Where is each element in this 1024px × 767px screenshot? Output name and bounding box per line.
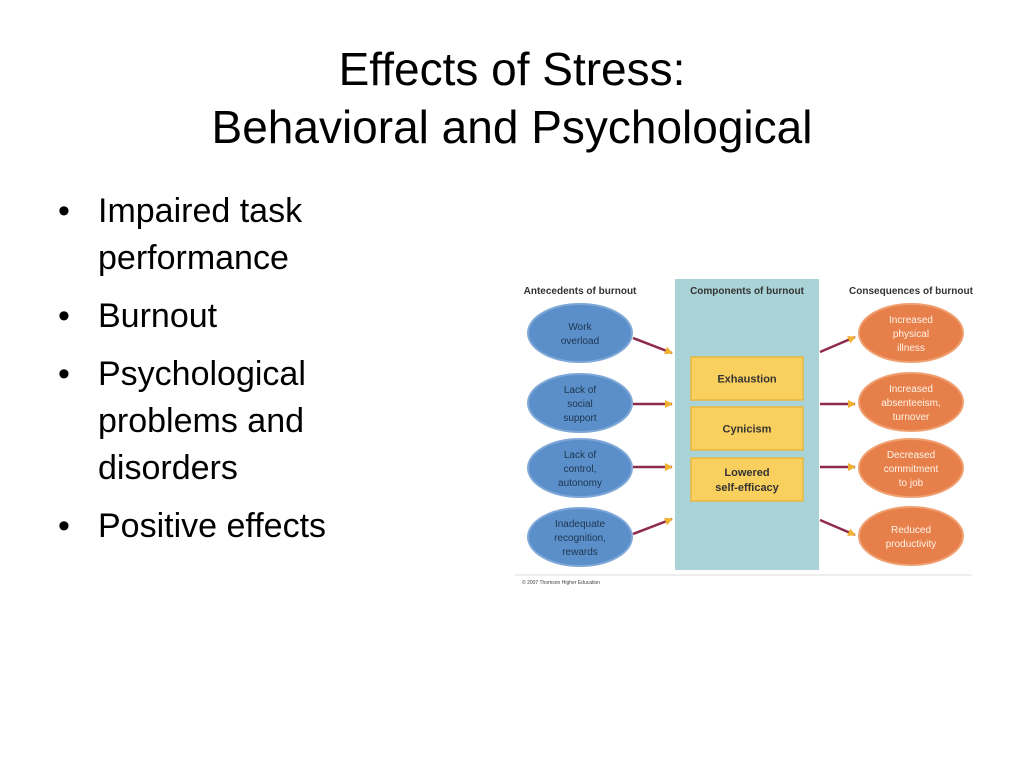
- component-label: Lowered self-efficacy: [715, 467, 779, 494]
- text-line: to job: [899, 478, 924, 489]
- text-line: autonomy: [558, 478, 602, 489]
- header-consequences: Consequences of burnout: [849, 286, 974, 297]
- arrow: [632, 336, 673, 355]
- antecedent-label: Lack of control, autonomy: [558, 450, 602, 489]
- consequence-oval: [858, 438, 964, 498]
- consequence-oval: [858, 372, 964, 432]
- text-line: overload: [561, 336, 599, 347]
- component-box: [690, 406, 804, 451]
- bullet-text: Positive effects: [98, 507, 327, 545]
- consequence-label: Increased physical illness: [889, 315, 933, 354]
- bullet-item: • Positive effects: [58, 503, 388, 550]
- antecedent-label: Inadequate recognition, rewards: [554, 519, 606, 558]
- text-line: Exhaustion: [717, 374, 777, 386]
- text-line: self-efficacy: [715, 482, 779, 494]
- text-line: recognition,: [554, 533, 606, 544]
- text-line: Lack of: [564, 385, 596, 396]
- title-line-2: Behavioral and Psychological: [211, 101, 813, 153]
- antecedent-oval: [527, 373, 633, 433]
- bullet-item: • Burnout: [58, 293, 388, 340]
- component-label: Cynicism: [723, 424, 772, 436]
- slide-title: Effects of Stress: Behavioral and Psycho…: [0, 40, 1024, 156]
- text-line: physical: [893, 329, 929, 340]
- bullet-item: • Psychological problems and disorders: [58, 351, 388, 492]
- text-line: Decreased: [887, 450, 935, 461]
- text-line: control,: [564, 464, 597, 475]
- consequence-label: Decreased commitment to job: [884, 450, 939, 489]
- text-line: Lowered: [724, 467, 769, 479]
- text-line: rewards: [562, 547, 598, 558]
- consequence-label: Increased absenteeism, turnover: [881, 384, 940, 423]
- text-line: Inadequate: [555, 519, 605, 530]
- bullet-icon: •: [58, 355, 70, 393]
- title-line-1: Effects of Stress:: [338, 43, 686, 95]
- bullet-icon: •: [58, 297, 70, 335]
- antecedent-oval: [527, 303, 633, 363]
- bullet-item: • Impaired task performance: [58, 188, 388, 282]
- text-line: Work: [568, 322, 592, 333]
- arrow: [819, 335, 856, 354]
- text-line: turnover: [893, 412, 930, 423]
- component-box: [690, 457, 804, 502]
- bullet-icon: •: [58, 507, 70, 545]
- component-label: Exhaustion: [717, 374, 777, 386]
- antecedent-oval: [527, 507, 633, 567]
- bullet-text: Burnout: [98, 297, 218, 335]
- bullet-list: • Impaired task performance • Burnout • Psy…: [58, 188, 388, 561]
- bullet-text: Impaired task performance: [98, 192, 303, 277]
- bullet-icon: •: [58, 192, 70, 230]
- bullet-text: Psychological problems and disorders: [98, 355, 306, 487]
- antecedent-label: Lack of social support: [563, 385, 597, 424]
- arrow: [632, 517, 673, 536]
- text-line: Reduced: [891, 525, 931, 536]
- text-line: productivity: [886, 539, 937, 550]
- text-line: support: [563, 413, 597, 424]
- copyright-note: © 2007 Thomson Higher Education: [522, 579, 600, 586]
- consequence-oval: [858, 506, 964, 566]
- text-line: social: [567, 399, 593, 410]
- component-box: [690, 356, 804, 401]
- antecedent-oval: [527, 438, 633, 498]
- header-components: Components of burnout: [690, 286, 805, 297]
- text-line: absenteeism,: [881, 398, 940, 409]
- header-antecedents: Antecedents of burnout: [524, 286, 637, 297]
- text-line: illness: [897, 343, 925, 354]
- text-line: Increased: [889, 315, 933, 326]
- text-line: Lack of: [564, 450, 596, 461]
- text-line: Increased: [889, 384, 933, 395]
- text-line: Cynicism: [723, 424, 772, 436]
- consequence-oval: [858, 303, 964, 363]
- consequence-label: Reduced productivity: [886, 525, 937, 550]
- text-line: commitment: [884, 464, 939, 475]
- antecedent-label: Work overload: [561, 322, 599, 347]
- arrow: [819, 518, 856, 537]
